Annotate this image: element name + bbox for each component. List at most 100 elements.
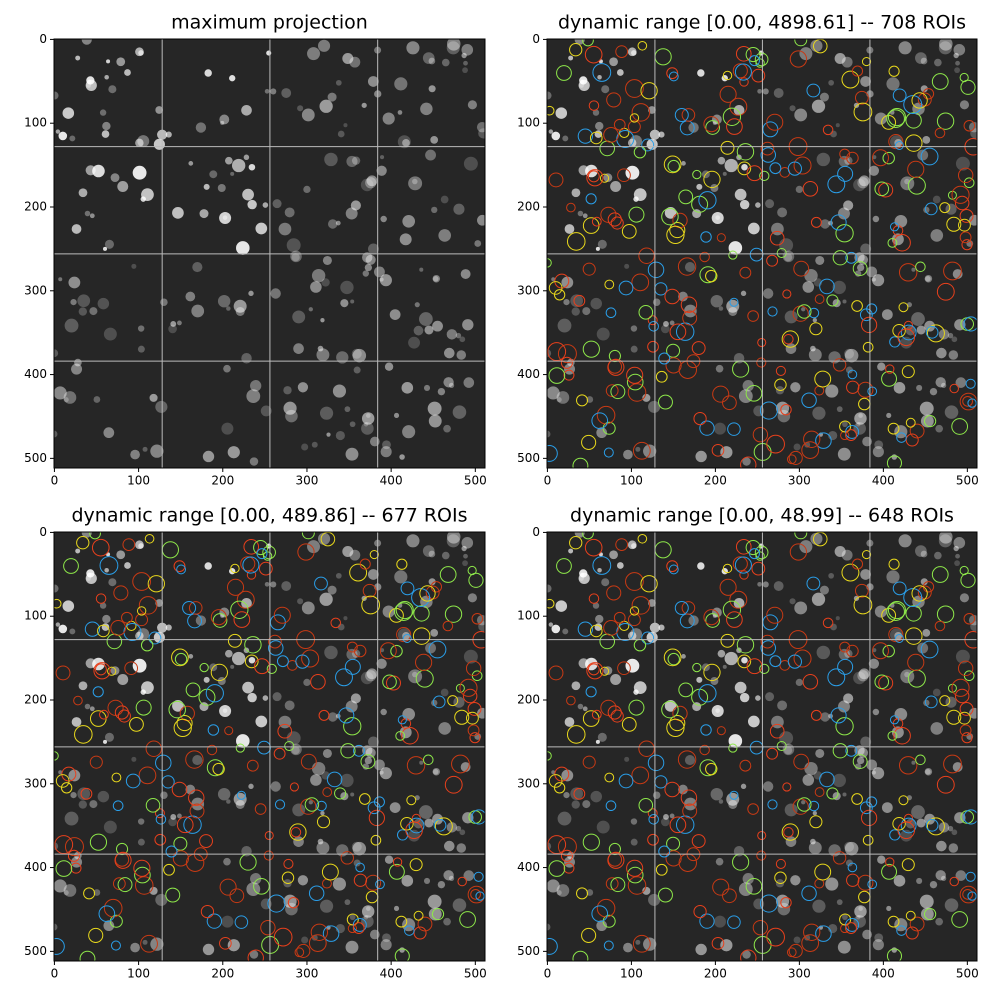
cell	[344, 406, 351, 413]
cell	[446, 329, 458, 340]
roi-outline	[185, 750, 204, 769]
cell	[217, 184, 226, 192]
roi-outline	[576, 887, 589, 900]
roi-outline	[283, 858, 294, 869]
roi-outline	[347, 923, 358, 934]
cell	[361, 412, 375, 425]
cell	[609, 550, 618, 560]
cell	[108, 85, 117, 94]
roi-outline	[666, 67, 679, 80]
roi-outline	[88, 927, 104, 943]
roi-outline	[110, 940, 121, 951]
cell	[108, 578, 117, 587]
roi-outline	[95, 593, 107, 604]
cell	[828, 572, 835, 579]
roi-outline	[924, 695, 938, 709]
roi-outline	[621, 717, 637, 732]
roi-outline	[352, 917, 367, 932]
roi-outline	[603, 447, 614, 458]
cell	[462, 560, 468, 567]
cell	[260, 405, 272, 417]
roi-outline	[607, 705, 622, 720]
roi-outline	[766, 113, 784, 131]
cell	[722, 171, 727, 176]
roi-outline	[610, 384, 626, 400]
cell	[262, 695, 269, 701]
roi-outline	[728, 743, 738, 753]
cell	[658, 131, 665, 138]
roi-outline	[444, 775, 463, 794]
cell	[328, 712, 338, 722]
cell	[551, 770, 556, 775]
cell	[399, 947, 405, 953]
x-tick-label: 300	[296, 967, 319, 981]
roi-outline	[569, 43, 583, 57]
cell	[141, 681, 154, 694]
roi-outline	[346, 913, 359, 926]
roi-outline	[577, 128, 593, 144]
roi-outline	[946, 709, 962, 725]
cell	[596, 820, 610, 834]
cell	[106, 59, 111, 64]
cell	[441, 58, 450, 67]
roi-outline	[256, 548, 268, 560]
roi-outline	[781, 330, 799, 348]
roi-outline	[894, 633, 904, 643]
cell	[911, 805, 925, 819]
cell	[394, 570, 408, 584]
cell	[919, 401, 934, 416]
cell	[397, 628, 411, 642]
cell	[835, 123, 840, 128]
roi-outline	[310, 674, 326, 690]
roi-outline	[806, 83, 821, 98]
roi-outline	[60, 782, 73, 794]
roi-outline	[454, 709, 470, 725]
roi-outline	[262, 551, 273, 561]
roi-outline	[422, 754, 434, 766]
cell	[177, 320, 182, 326]
cell	[945, 696, 957, 708]
cell	[911, 267, 916, 272]
cell	[365, 670, 377, 682]
cell	[696, 676, 703, 683]
cell	[784, 310, 798, 324]
cell	[456, 843, 467, 853]
roi-outline	[889, 336, 901, 348]
cell	[947, 332, 954, 339]
roi-outline	[887, 237, 898, 248]
cell	[124, 69, 131, 76]
x-tick-label: 200	[211, 474, 234, 488]
cell	[871, 770, 876, 775]
y-tick-label: 500	[517, 944, 540, 958]
cell	[623, 942, 633, 953]
roi-outline	[732, 556, 748, 572]
roi-outline	[946, 216, 962, 232]
roi-outline	[236, 790, 246, 800]
cell	[874, 605, 887, 618]
cell	[58, 624, 68, 634]
roi-outline	[415, 653, 433, 671]
roi-outline	[273, 747, 286, 760]
roi-outline	[473, 871, 484, 882]
cell	[717, 156, 726, 165]
roi-outline	[801, 441, 820, 459]
cell	[423, 384, 431, 391]
cell	[564, 717, 575, 727]
roi-outline	[55, 860, 73, 877]
roi-outline	[640, 82, 658, 100]
cell	[301, 601, 315, 615]
cell	[568, 55, 574, 61]
cell	[230, 171, 235, 176]
cell	[871, 277, 876, 282]
cell	[192, 755, 203, 766]
roi-outline	[735, 45, 752, 62]
roi-outline	[413, 926, 427, 940]
cell	[681, 654, 686, 659]
cell	[854, 745, 865, 756]
roi-outline	[776, 740, 787, 752]
roi-outline	[54, 937, 65, 955]
cell	[264, 581, 270, 587]
roi-outline	[466, 711, 479, 725]
roi-outline	[925, 818, 939, 832]
cell	[291, 253, 300, 262]
